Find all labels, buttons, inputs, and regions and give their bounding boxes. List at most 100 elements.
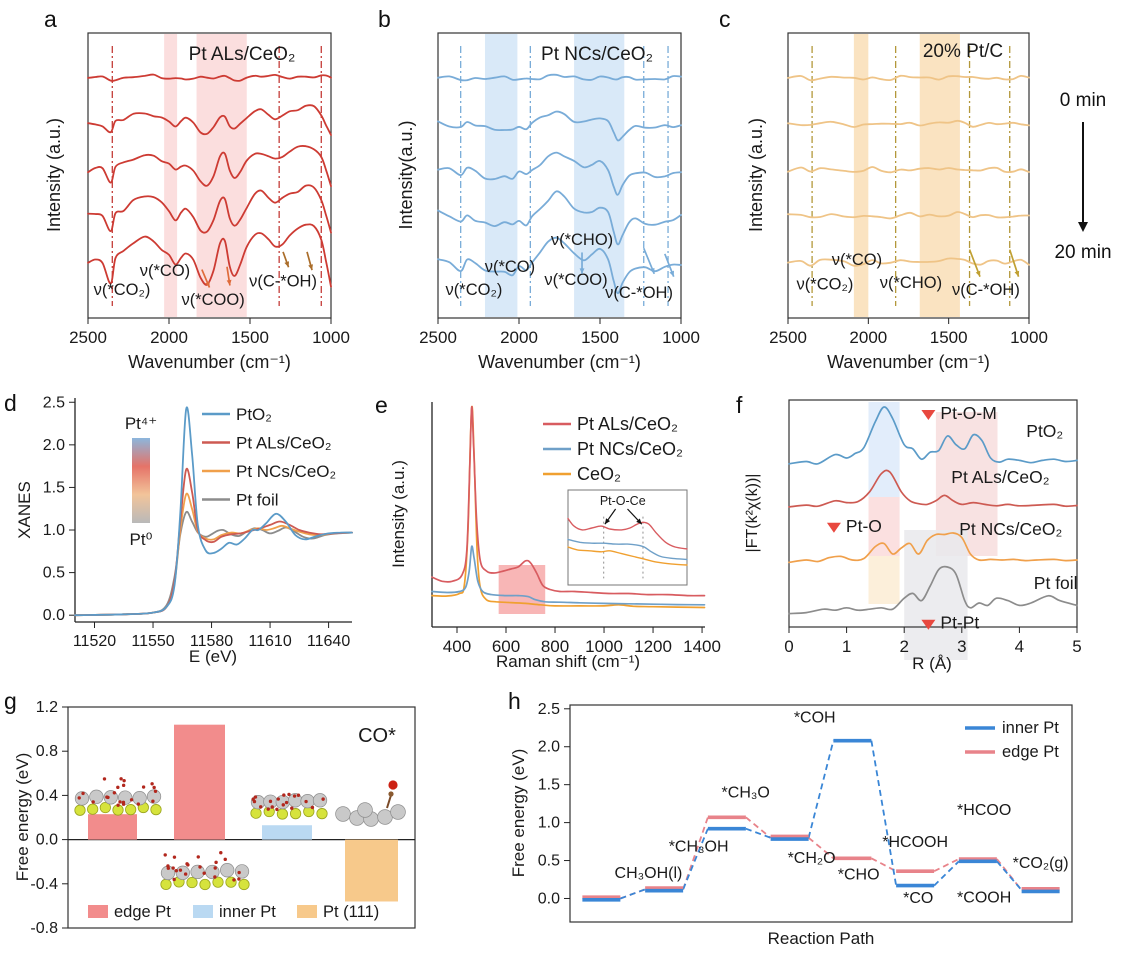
o-atom [281, 803, 285, 807]
exafs-curve-Pt ALs/CeO₂ [788, 469, 1078, 508]
x-axis-title: Raman shift (cm⁻¹) [496, 652, 640, 671]
peak-label: ν(*CHO) [880, 274, 942, 292]
ce-atom [99, 801, 111, 814]
o-atom [91, 800, 95, 804]
triangle-marker [921, 409, 936, 420]
connector-inner [682, 828, 709, 890]
legend-swatch [297, 905, 317, 918]
highlight-band [919, 34, 960, 317]
tick-label: 11640 [307, 633, 350, 650]
o-atom [185, 862, 189, 866]
connector-edge [933, 858, 960, 872]
tick-label: 1500 [930, 328, 968, 347]
o-atom [253, 795, 258, 799]
panel-f: PtO₂ Pt ALs/CeO₂ Pt NCs/CeO₂ Pt foil Pt-O-M P… [744, 399, 1082, 673]
peak-label: ν(*CO) [140, 262, 190, 280]
pt-atom [89, 789, 104, 804]
pt-atom [220, 863, 235, 878]
tick-label: 400 [443, 637, 471, 656]
o-atom [310, 805, 315, 810]
arrow-head [205, 281, 210, 288]
o-atom [81, 791, 85, 796]
xanes-curve-PtO₂ [74, 406, 353, 617]
structure-model [250, 792, 328, 820]
x-axis-title: Wavenumber (cm⁻¹) [128, 352, 291, 372]
connector-inner [807, 740, 835, 839]
o-atom [237, 870, 241, 875]
peak-label: ν(*COO) [181, 291, 244, 309]
o-atom [178, 868, 183, 872]
arrow-head [1014, 270, 1020, 277]
o-atom [152, 785, 156, 790]
legend-label: edge Pt [114, 903, 171, 921]
o-atom [174, 868, 179, 873]
inset-curve-0 [567, 517, 688, 550]
tick-label: 5 [1072, 637, 1081, 656]
o-atom [290, 806, 294, 810]
exafs-curve-PtO₂ [788, 406, 1078, 465]
plot-border [67, 706, 416, 929]
arrow-head [669, 270, 674, 277]
tick-label: 1.2 [36, 699, 58, 716]
species-label: *CH₂O [788, 850, 836, 867]
raman-curve-Pt ALs/CeO₂ [431, 406, 706, 597]
tick-label: 2.0 [538, 739, 560, 756]
panel-title: 20% Pt/C [923, 41, 1003, 62]
o-atom [122, 778, 126, 783]
peak-label: ν(*CO) [832, 251, 882, 269]
arrow-head [604, 518, 611, 525]
bar-2 [174, 724, 225, 840]
exafs-curve-Pt foil [788, 565, 1078, 615]
panel-d: 11520 11550 11580 11610 11640 0.0 0.5 1.0 1.5 2.0… [15, 394, 353, 666]
o-atom [292, 794, 297, 798]
highlight-band [868, 402, 900, 497]
o-atom [136, 802, 141, 806]
panel-b: ν(*CO₂) ν(*CO) ν(*COO) ν(*CHO) ν(C-*OH) Pt NC… [396, 32, 700, 372]
connector-inner [745, 827, 771, 839]
time-annotation: 0 min 20 min [1040, 90, 1126, 264]
o-atom [388, 780, 398, 790]
tick-label: 0 [784, 637, 793, 656]
tick-label: 2.5 [43, 394, 65, 411]
inset-label: Pt-O-Ce [600, 494, 646, 508]
tick-label: 1500 [231, 328, 269, 347]
tick-label: 1200 [634, 637, 672, 656]
species-label: *HCOOH [882, 834, 948, 851]
tick-label: 600 [492, 637, 520, 656]
connector-edge [808, 837, 834, 859]
peak-label: ν(C-*OH) [249, 273, 317, 291]
annotation-co: CO* [358, 725, 396, 747]
panel-letter-e: e [375, 392, 388, 418]
pt-atom [357, 802, 373, 818]
legend-label: inner Pt [219, 903, 276, 921]
connector-inner [870, 740, 898, 886]
highlight-band [498, 565, 546, 614]
tick-label: 1500 [581, 328, 619, 347]
tick-label: 2500 [69, 328, 107, 347]
o-atom [106, 795, 110, 800]
bar-4 [345, 839, 398, 902]
tick-label: 0.5 [43, 565, 65, 582]
curve-label: PtO₂ [1026, 421, 1063, 441]
o-atom [150, 782, 154, 786]
panel-c: ν(*CO₂) ν(*CO) ν(*CHO) ν(C-*OH) 20% Pt/C 2500… [746, 32, 1048, 372]
inset-curve-2 [567, 546, 688, 566]
spectrum-curve-2 [87, 104, 332, 136]
connector-edge [745, 816, 772, 839]
peak-label: ν(C-*OH) [952, 281, 1020, 299]
ce-atom [238, 878, 250, 891]
plot-border [788, 399, 1078, 628]
peak-label: ν(*COO) [544, 271, 607, 289]
ce-atom [276, 808, 288, 820]
exafs-curve-Pt NCs/CeO₂ [788, 532, 1078, 564]
arrow-head [579, 268, 585, 274]
tick-label: 0.0 [43, 607, 65, 624]
o-atom [223, 857, 227, 862]
panel-title: Pt NCs/CeO₂ [541, 44, 653, 65]
curve-label: Pt foil [1034, 573, 1078, 593]
spectrum-curve-3 [87, 145, 332, 188]
pt-atom [190, 864, 205, 880]
tick-label: 0.0 [538, 890, 560, 907]
o-atom [219, 851, 223, 855]
